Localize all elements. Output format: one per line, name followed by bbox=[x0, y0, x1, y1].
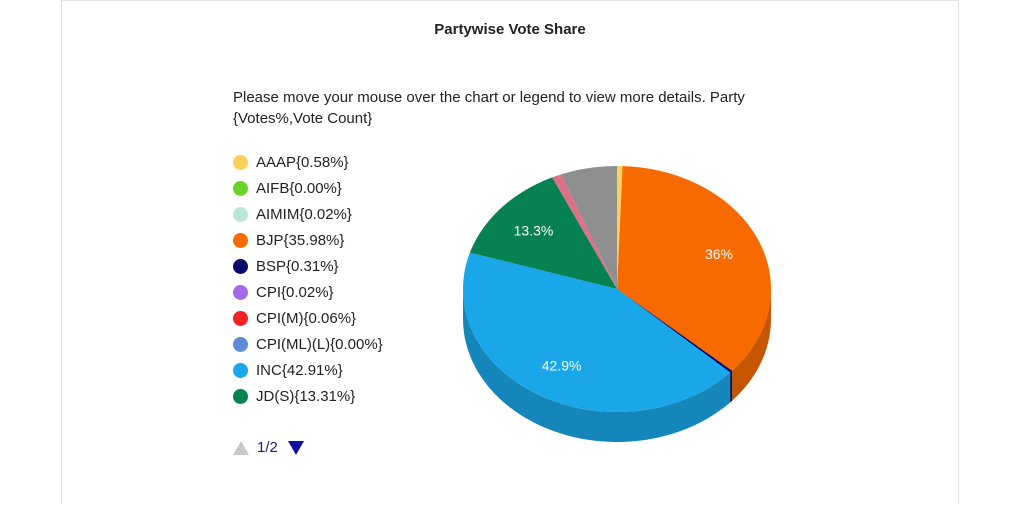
legend: AAAP{0.58%} AIFB{0.00%} AIMIM{0.02%} BJP{35… bbox=[233, 149, 383, 409]
legend-swatch bbox=[233, 284, 248, 300]
pie-slice[interactable] bbox=[469, 177, 617, 289]
legend-label: JD(S){13.31%} bbox=[256, 387, 356, 405]
pager-next-arrow-icon[interactable] bbox=[287, 440, 304, 455]
legend-swatch bbox=[233, 232, 248, 248]
pager-prev-arrow-icon[interactable] bbox=[233, 440, 249, 455]
legend-item[interactable]: CPI{0.02%} bbox=[233, 279, 383, 305]
pie-slice[interactable] bbox=[617, 166, 771, 371]
pie-sides bbox=[463, 289, 771, 442]
pie-slice[interactable] bbox=[463, 252, 731, 412]
legend-swatch bbox=[233, 362, 248, 378]
legend-label: BJP{35.98%} bbox=[256, 231, 345, 249]
legend-label: AIMIM{0.02%} bbox=[256, 205, 352, 223]
pie-slice-side bbox=[732, 289, 771, 401]
pager-text: 1/2 bbox=[257, 439, 278, 456]
legend-item[interactable]: CPI(M){0.06%} bbox=[233, 305, 383, 331]
legend-swatch bbox=[233, 388, 248, 404]
pie-data-label: 36% bbox=[705, 246, 733, 262]
chart-card: Partywise Vote Share Please move your mo… bbox=[61, 0, 959, 504]
legend-label: CPI(ML)(L){0.00%} bbox=[256, 335, 383, 353]
pie-chart[interactable]: 36% 42.9% 13.3% bbox=[62, 1, 960, 505]
legend-swatch bbox=[233, 258, 248, 274]
pie-slice[interactable] bbox=[617, 289, 733, 373]
legend-item[interactable]: AAAP{0.58%} bbox=[233, 149, 383, 175]
legend-item[interactable]: JD(S){13.31%} bbox=[233, 383, 383, 409]
pie-slice[interactable] bbox=[617, 166, 623, 289]
legend-label: AAAP{0.58%} bbox=[256, 153, 349, 171]
chart-title: Partywise Vote Share bbox=[434, 21, 586, 38]
chart-instructions: Please move your mouse over the chart or… bbox=[233, 89, 745, 127]
legend-item[interactable]: CPI(ML)(L){0.00%} bbox=[233, 331, 383, 357]
legend-item[interactable]: INC{42.91%} bbox=[233, 357, 383, 383]
pie-slice-side bbox=[730, 370, 733, 403]
legend-swatch bbox=[233, 336, 248, 352]
legend-swatch bbox=[233, 180, 248, 196]
pie-data-label: 42.9% bbox=[542, 358, 582, 374]
pie-slice-side bbox=[463, 289, 731, 442]
pie-slice[interactable] bbox=[560, 166, 617, 289]
legend-swatch bbox=[233, 310, 248, 326]
legend-swatch bbox=[233, 206, 248, 222]
legend-swatch bbox=[233, 154, 248, 170]
legend-pager: 1/2 bbox=[233, 439, 304, 456]
legend-label: BSP{0.31%} bbox=[256, 257, 339, 275]
legend-label: CPI{0.02%} bbox=[256, 283, 334, 301]
legend-label: AIFB{0.00%} bbox=[256, 179, 342, 197]
legend-item[interactable]: BSP{0.31%} bbox=[233, 253, 383, 279]
pie-slices[interactable] bbox=[463, 166, 771, 412]
pie-data-label: 13.3% bbox=[514, 223, 554, 239]
legend-label: CPI(M){0.06%} bbox=[256, 309, 357, 327]
legend-label: INC{42.91%} bbox=[256, 361, 343, 379]
legend-item[interactable]: AIFB{0.00%} bbox=[233, 175, 383, 201]
legend-item[interactable]: BJP{35.98%} bbox=[233, 227, 383, 253]
pie-slice[interactable] bbox=[552, 174, 617, 289]
pie-data-labels: 36% 42.9% 13.3% bbox=[514, 223, 733, 374]
legend-item[interactable]: AIMIM{0.02%} bbox=[233, 201, 383, 227]
